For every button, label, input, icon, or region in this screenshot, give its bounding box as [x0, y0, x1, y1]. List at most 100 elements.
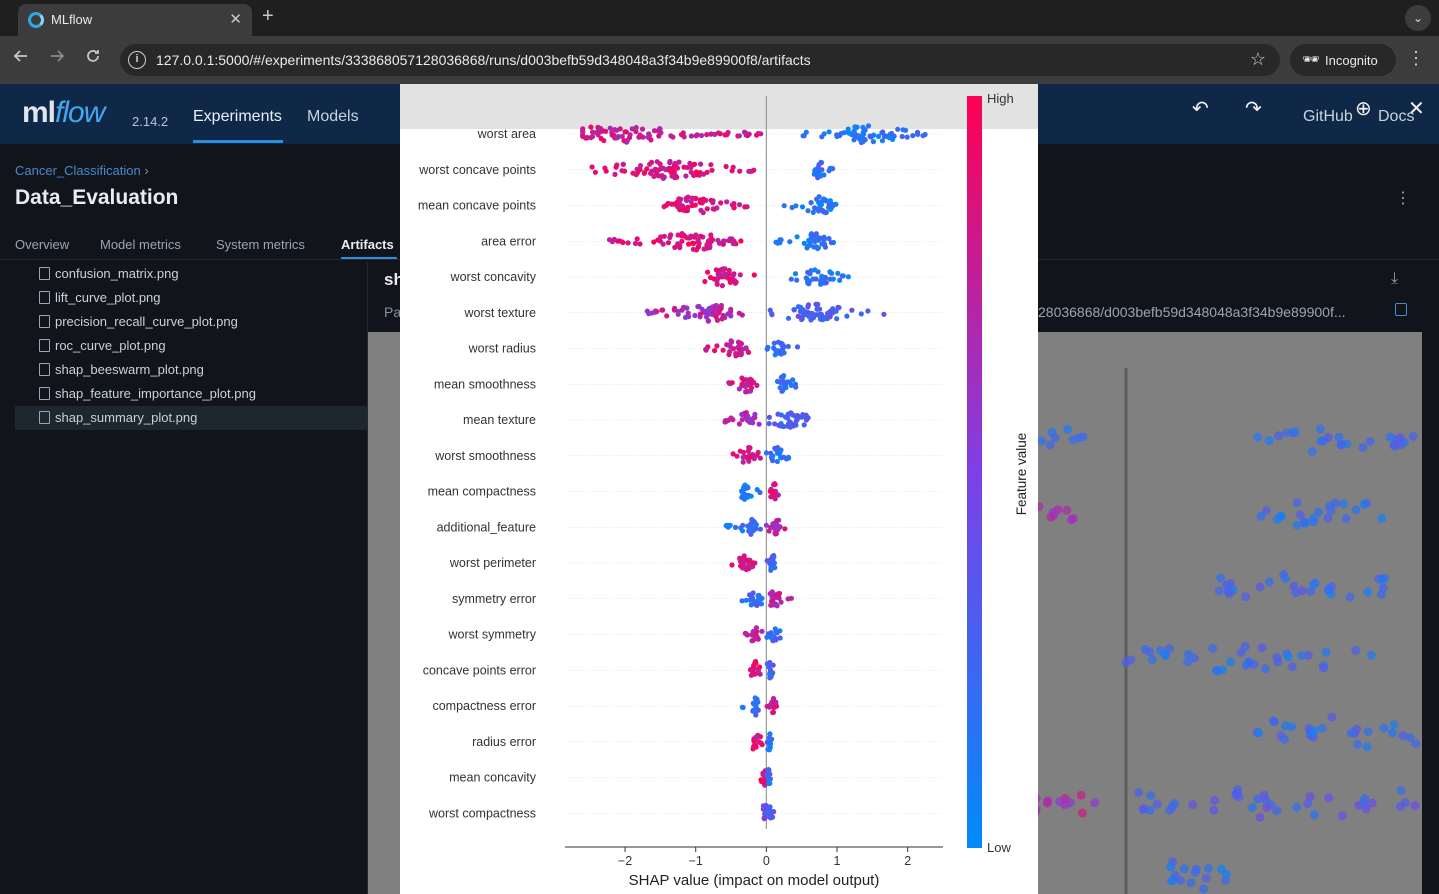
- incognito-chip[interactable]: 🕶 Incognito: [1290, 44, 1396, 76]
- shap-point: [767, 307, 773, 313]
- new-tab-button[interactable]: +: [262, 5, 274, 27]
- file-item[interactable]: shap_beeswarm_plot.png: [15, 358, 367, 382]
- shap-point: [651, 128, 657, 134]
- breadcrumb[interactable]: Cancer_Classification ›: [15, 163, 149, 178]
- file-item[interactable]: shap_feature_importance_plot.png: [15, 382, 367, 406]
- shap-point: [748, 672, 754, 678]
- tab-search-button[interactable]: ⌄: [1405, 5, 1431, 31]
- rotate-right-icon[interactable]: ↷: [1245, 98, 1262, 120]
- feature-label: area error: [481, 234, 536, 248]
- preview-point: [1199, 884, 1209, 894]
- shap-point: [649, 159, 655, 165]
- preview-point: [1259, 790, 1269, 800]
- file-item[interactable]: precision_recall_curve_plot.png: [15, 310, 367, 334]
- shap-point: [822, 209, 828, 215]
- preview-point: [1300, 518, 1310, 528]
- shap-point: [767, 804, 773, 810]
- file-item[interactable]: confusion_matrix.png: [15, 262, 367, 286]
- file-item[interactable]: roc_curve_plot.png: [15, 334, 367, 358]
- preview-point: [1363, 727, 1373, 737]
- back-button[interactable]: [13, 48, 29, 69]
- preview-point: [1210, 795, 1219, 805]
- file-item-selected[interactable]: shap_summary_plot.png: [15, 406, 367, 430]
- shap-point: [688, 164, 694, 170]
- preview-point: [1358, 443, 1368, 452]
- preview-point: [1055, 797, 1065, 807]
- shap-point: [770, 458, 776, 464]
- shap-point: [720, 312, 726, 319]
- info-icon[interactable]: i: [128, 51, 146, 69]
- shap-point: [788, 382, 794, 388]
- shap-point: [755, 598, 761, 604]
- shap-point: [671, 169, 677, 175]
- shap-point: [914, 129, 921, 135]
- shap-point: [678, 132, 684, 138]
- preview-point: [1389, 720, 1399, 730]
- tab-artifacts[interactable]: Artifacts: [341, 237, 394, 252]
- shap-point: [786, 455, 792, 461]
- docs-link[interactable]: Docs: [1378, 108, 1415, 125]
- shap-point: [611, 236, 617, 242]
- shap-point: [743, 597, 749, 603]
- shap-point: [739, 312, 745, 318]
- feature-label: mean compactness: [428, 485, 536, 499]
- shap-point: [746, 454, 752, 461]
- close-viewer-icon[interactable]: ✕: [1408, 98, 1425, 120]
- github-link[interactable]: GitHub: [1303, 108, 1353, 125]
- shap-point: [803, 417, 809, 423]
- shap-point: [805, 208, 811, 214]
- preview-point: [1090, 798, 1100, 808]
- zoom-in-icon[interactable]: ⊕: [1355, 98, 1372, 120]
- shap-point: [729, 202, 735, 208]
- shap-point: [774, 518, 780, 524]
- preview-point: [1330, 498, 1340, 508]
- tab-model-metrics[interactable]: Model metrics: [100, 237, 181, 252]
- preview-point: [1126, 655, 1136, 665]
- shap-point: [770, 490, 776, 496]
- colorbar-high-label: High: [987, 91, 1014, 106]
- shap-point: [849, 307, 855, 313]
- browser-tab[interactable]: MLflow ✕: [18, 4, 252, 36]
- shap-point: [828, 165, 834, 172]
- preview-point: [1062, 505, 1072, 515]
- shap-point: [701, 171, 707, 177]
- shap-point: [750, 415, 757, 421]
- shap-point: [612, 171, 618, 177]
- shap-point: [704, 206, 710, 212]
- version-label: 2.14.2: [132, 114, 169, 129]
- tab-overview[interactable]: Overview: [15, 237, 70, 252]
- shap-point: [859, 134, 865, 140]
- preview-point: [1208, 643, 1218, 653]
- reload-button[interactable]: [85, 48, 101, 69]
- shap-point: [726, 276, 732, 282]
- feature-label: mean smoothness: [434, 377, 536, 391]
- shap-point: [777, 635, 783, 641]
- file-item[interactable]: lift_curve_plot.png: [15, 286, 367, 310]
- tab-system-metrics[interactable]: System metrics: [216, 237, 305, 252]
- shap-point: [714, 343, 720, 349]
- image-file-icon: [39, 411, 50, 424]
- nav-models[interactable]: Models: [307, 108, 359, 125]
- address-bar[interactable]: i 127.0.0.1:5000/#/experiments/333868057…: [120, 44, 1280, 76]
- shap-point: [711, 276, 717, 282]
- copy-icon[interactable]: [1395, 303, 1407, 316]
- mlflow-logo[interactable]: mlflow: [22, 96, 105, 130]
- tab-close-icon[interactable]: ✕: [229, 11, 242, 28]
- shap-point: [818, 173, 824, 179]
- browser-menu-icon[interactable]: ⋮: [1407, 48, 1425, 68]
- download-icon[interactable]: ⤓: [1391, 270, 1399, 287]
- preview-point: [1411, 739, 1421, 749]
- run-actions-icon[interactable]: ⋮: [1395, 190, 1411, 207]
- breadcrumb-experiment[interactable]: Cancer_Classification: [15, 163, 141, 178]
- shap-point: [808, 233, 815, 239]
- rotate-left-icon[interactable]: ↶: [1192, 98, 1209, 120]
- preview-point: [1134, 787, 1144, 797]
- shap-point: [717, 306, 723, 312]
- star-icon[interactable]: ☆: [1249, 49, 1266, 69]
- preview-point: [1314, 507, 1323, 517]
- shap-point: [827, 314, 833, 320]
- forward-button[interactable]: [49, 48, 65, 69]
- nav-experiments[interactable]: Experiments: [193, 108, 282, 125]
- url-text[interactable]: 127.0.0.1:5000/#/experiments/33386805712…: [156, 52, 811, 68]
- shap-point: [745, 413, 751, 419]
